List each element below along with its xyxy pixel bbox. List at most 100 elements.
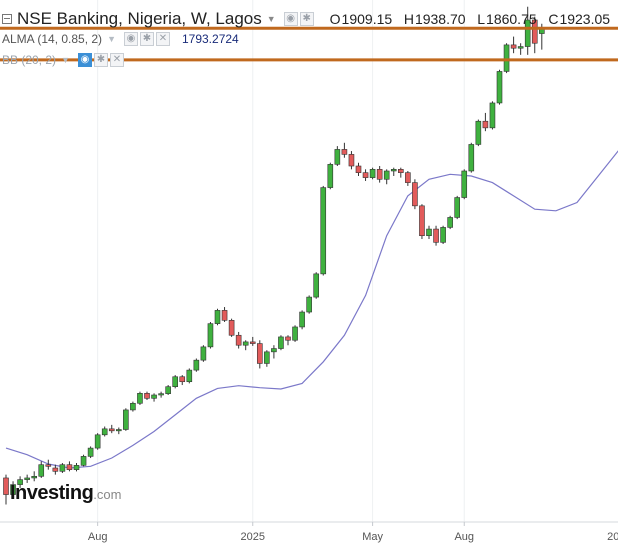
- candle-body: [242, 341, 249, 346]
- eye-icon[interactable]: ◉: [283, 12, 298, 26]
- candle: [235, 331, 242, 349]
- gear-icon[interactable]: ✱: [139, 32, 154, 46]
- candle: [278, 335, 284, 351]
- candle-body: [137, 393, 143, 404]
- x-tick-label: 2026: [607, 531, 618, 543]
- candle-body: [66, 464, 73, 470]
- candle-body: [52, 467, 59, 472]
- candle: [412, 179, 418, 210]
- candle: [165, 385, 171, 395]
- candle-body: [94, 434, 101, 449]
- candle-body: [482, 120, 489, 129]
- candle: [249, 336, 256, 346]
- candle: [524, 6, 531, 55]
- x-tick-label: Aug: [454, 531, 474, 543]
- candle-body: [503, 44, 510, 72]
- candle: [376, 166, 383, 183]
- candle-body: [433, 228, 439, 243]
- candle-body: [320, 187, 327, 275]
- candle-body: [256, 343, 263, 364]
- candle: [503, 43, 510, 74]
- candle: [390, 167, 397, 176]
- symbol-row: NSE Banking, Nigeria, W, Lagos ▼ ◉ ✱ O19…: [2, 9, 610, 29]
- candle-body: [306, 296, 312, 313]
- candle: [285, 335, 291, 346]
- eye-icon[interactable]: ◉: [77, 53, 92, 67]
- candle: [334, 146, 341, 167]
- candle: [108, 424, 115, 434]
- candle: [419, 204, 425, 240]
- candle-body: [376, 169, 383, 180]
- candle-body: [116, 429, 122, 432]
- symbol-title[interactable]: NSE Banking, Nigeria, W, Lagos: [17, 9, 262, 28]
- collapse-legend-icon[interactable]: [2, 14, 12, 24]
- candle-body: [172, 376, 178, 387]
- gear-icon[interactable]: ✱: [93, 53, 108, 67]
- eye-icon[interactable]: ◉: [123, 32, 138, 46]
- candle-body: [80, 456, 87, 466]
- candle-body: [179, 376, 186, 383]
- candle: [3, 474, 9, 505]
- chevron-down-icon[interactable]: ▼: [61, 55, 70, 65]
- candle: [73, 463, 80, 472]
- candle-body: [461, 170, 468, 198]
- candle: [242, 340, 249, 351]
- candle: [440, 225, 446, 244]
- candle: [433, 225, 439, 246]
- candle: [45, 459, 52, 470]
- candle: [362, 169, 369, 181]
- candle: [510, 36, 517, 54]
- candle: [179, 375, 186, 386]
- candle-body: [510, 44, 517, 49]
- chevron-down-icon[interactable]: ▼: [107, 34, 116, 44]
- candle-body: [158, 393, 164, 396]
- alma-label[interactable]: ALMA (14, 0.85, 2): [2, 32, 103, 46]
- candle: [517, 43, 524, 55]
- candle-body: [73, 465, 80, 470]
- candle: [496, 69, 503, 105]
- candle-body: [440, 227, 446, 243]
- candle: [531, 16, 538, 54]
- candle: [264, 350, 270, 367]
- candle-body: [475, 120, 482, 145]
- candle-body: [271, 348, 277, 353]
- candle-body: [383, 170, 390, 180]
- logo-text: Investing: [10, 482, 94, 504]
- close-icon[interactable]: ✕: [109, 53, 124, 67]
- ohlc-low: L1860.75: [477, 11, 537, 27]
- candle: [369, 167, 376, 180]
- candle-body: [235, 334, 242, 346]
- gear-icon[interactable]: ✱: [299, 12, 314, 26]
- candle-body: [412, 182, 418, 207]
- candle: [94, 433, 101, 450]
- candle: [24, 474, 30, 483]
- candle-body: [3, 477, 9, 495]
- candle-body: [101, 428, 108, 436]
- candle: [461, 169, 468, 200]
- ohlc-open: O1909.15: [329, 11, 393, 27]
- candle-body: [31, 475, 38, 479]
- candle-body: [17, 479, 23, 485]
- candle: [327, 162, 334, 190]
- candle: [355, 162, 362, 176]
- bb-label[interactable]: BB (20, 2): [2, 53, 57, 67]
- candle-body: [264, 351, 270, 364]
- candle-body: [524, 19, 531, 47]
- candle: [426, 225, 432, 240]
- candle: [397, 167, 404, 178]
- x-tick-label: Aug: [88, 531, 108, 543]
- candle-body: [369, 169, 376, 178]
- candle: [405, 170, 411, 186]
- candle: [256, 340, 263, 369]
- candle: [271, 345, 277, 359]
- candle: [482, 112, 489, 132]
- candle-body: [249, 341, 256, 344]
- candle: [348, 151, 355, 170]
- close-icon[interactable]: ✕: [155, 32, 170, 46]
- candle: [186, 368, 193, 384]
- ohlc-high: H1938.70: [403, 11, 466, 27]
- candle-body: [278, 336, 284, 349]
- chevron-down-icon[interactable]: ▼: [266, 14, 276, 24]
- candle: [228, 318, 235, 337]
